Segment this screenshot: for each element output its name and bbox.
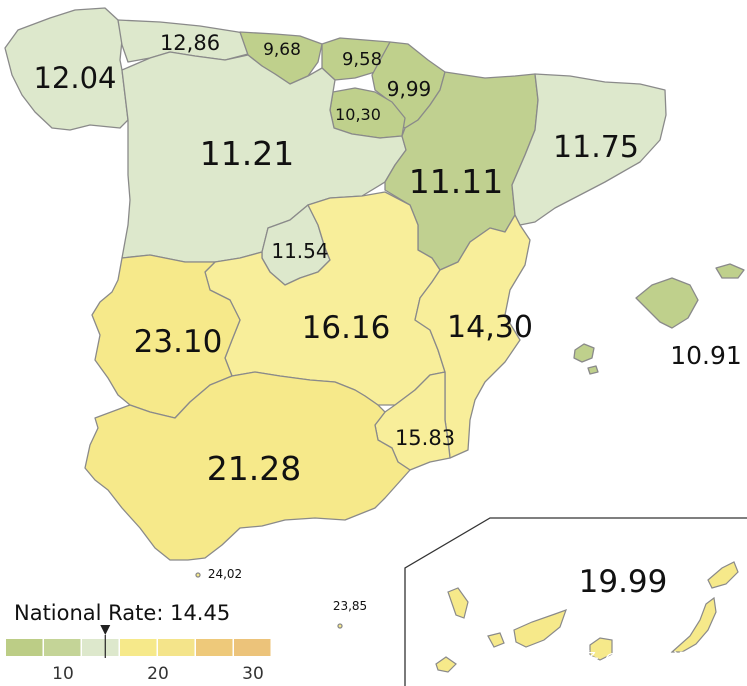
label-pais-vasco: 9,58 bbox=[342, 49, 382, 70]
label-andalucia: 21.28 bbox=[207, 449, 301, 488]
legend-bin bbox=[82, 639, 119, 656]
canarias-la-palma bbox=[447, 587, 469, 619]
label-cataluna: 11.75 bbox=[553, 130, 639, 165]
legend-tick-label: 20 bbox=[147, 664, 169, 684]
legend-title: National Rate: 14.45 bbox=[14, 601, 230, 625]
label-madrid: 11.54 bbox=[271, 239, 328, 263]
label-canarias: 19.99 bbox=[579, 564, 668, 600]
legend-bin bbox=[6, 639, 43, 656]
legend-tick-label: 30 bbox=[242, 664, 264, 684]
label-castilla-y-leon: 11.21 bbox=[200, 134, 294, 173]
label-cantabria: 9,68 bbox=[263, 40, 301, 60]
region-baleares-menorca bbox=[715, 263, 745, 279]
region-canarias bbox=[435, 561, 739, 673]
label-galicia: 12.04 bbox=[33, 61, 116, 95]
legend-bin bbox=[234, 639, 271, 656]
label-navarra: 9,99 bbox=[387, 77, 432, 101]
canarias-tenerife bbox=[513, 609, 567, 648]
region-ceuta bbox=[195, 572, 201, 578]
legend-bin bbox=[44, 639, 81, 656]
label-asturias: 12,86 bbox=[160, 31, 220, 55]
legend: National Rate: 14.45 10 20 30 bbox=[6, 601, 271, 684]
region-baleares-formentera bbox=[587, 365, 599, 375]
canarias-lanzarote bbox=[707, 561, 739, 589]
canarias-fuerteventura bbox=[670, 596, 717, 653]
legend-tick-label: 10 bbox=[52, 664, 74, 684]
legend-bin bbox=[196, 639, 233, 656]
label-la-rioja: 10,30 bbox=[335, 105, 381, 124]
region-cataluna bbox=[511, 73, 667, 226]
legend-bin bbox=[158, 639, 195, 656]
watermark-text: 头条 @地球知识局 bbox=[565, 650, 706, 670]
canarias-la-gomera bbox=[487, 632, 505, 648]
canarias-inset-frame bbox=[404, 517, 747, 686]
national-rate-marker bbox=[100, 625, 111, 635]
region-melilla bbox=[337, 623, 343, 629]
canarias-el-hierro bbox=[435, 656, 457, 673]
canarias-gran-canaria bbox=[589, 637, 613, 661]
label-murcia: 15.83 bbox=[395, 426, 455, 450]
label-aragon: 11.11 bbox=[409, 162, 503, 201]
label-castilla-la-mancha: 16.16 bbox=[302, 310, 391, 346]
legend-color-bins bbox=[6, 639, 271, 656]
label-melilla: 23,85 bbox=[333, 599, 367, 613]
label-ceuta: 24,02 bbox=[208, 567, 242, 581]
label-baleares: 10.91 bbox=[670, 341, 742, 370]
legend-bin bbox=[120, 639, 157, 656]
region-baleares-ibiza bbox=[573, 343, 595, 363]
region-baleares-mallorca bbox=[635, 277, 699, 329]
legend-ticks: 10 20 30 bbox=[52, 664, 264, 684]
region-andalucia bbox=[84, 371, 411, 561]
label-comunidad-valenciana: 14,30 bbox=[447, 310, 533, 345]
label-extremadura: 23.10 bbox=[134, 324, 223, 360]
